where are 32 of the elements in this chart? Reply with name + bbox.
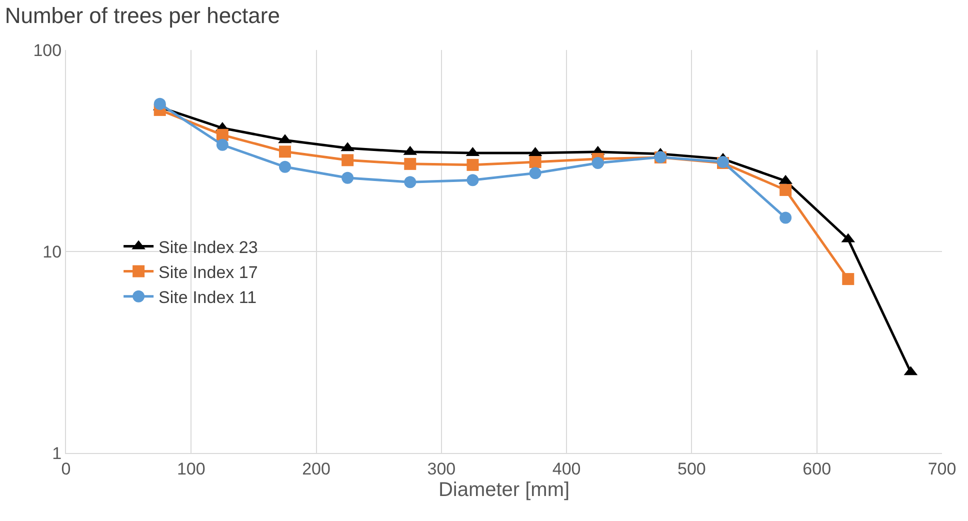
point	[279, 160, 291, 173]
legend-label: Site Index 23	[158, 238, 258, 257]
y-tick-label: 100	[33, 40, 62, 60]
point	[592, 156, 604, 169]
x-tick-label: 300	[427, 459, 456, 478]
y-tick-label: 1	[52, 444, 62, 463]
x-tick-label: 600	[802, 459, 832, 478]
point	[342, 154, 354, 166]
point	[529, 167, 542, 180]
y-tick-label: 10	[42, 242, 62, 262]
x-tick-label: 100	[176, 459, 206, 478]
point	[404, 176, 416, 188]
x-tick-label: 500	[678, 459, 706, 478]
point	[529, 156, 542, 168]
point	[780, 212, 792, 224]
x-tick-label: 700	[928, 459, 956, 478]
point	[842, 273, 854, 286]
point	[154, 98, 166, 110]
point	[466, 174, 479, 186]
chart-title: Number of trees per hectare	[4, 3, 280, 28]
x-tick-label: 400	[552, 459, 581, 478]
legend-label: Site Index 17	[158, 262, 258, 282]
x-tick-label: 0	[61, 459, 71, 478]
point	[466, 158, 479, 171]
legend-label: Site Index 11	[158, 288, 257, 308]
x-tick-label: 200	[302, 459, 330, 478]
point	[780, 184, 792, 196]
x-axis-title: Diameter [mm]	[438, 478, 570, 501]
point	[404, 158, 416, 170]
point	[279, 146, 291, 158]
point	[342, 172, 354, 184]
point	[216, 138, 228, 151]
